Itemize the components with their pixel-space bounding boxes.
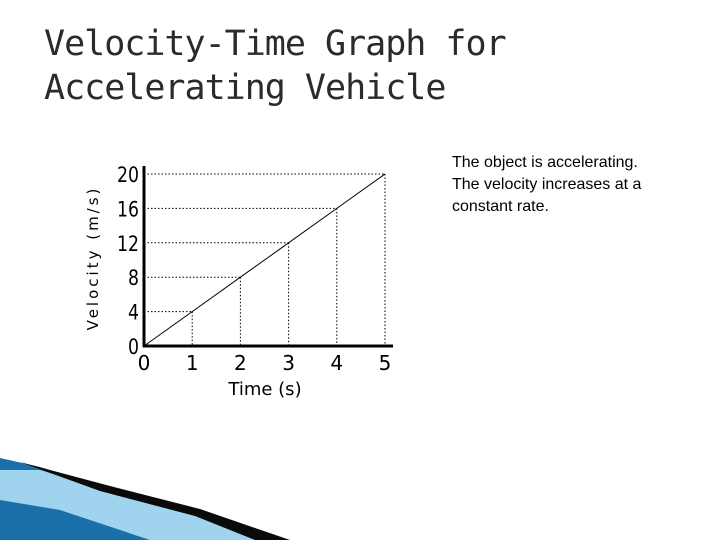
guide-lines	[144, 173, 386, 346]
x-tick-labels: 0 1 2 3 4 5	[138, 351, 392, 375]
swoosh-light-band	[0, 470, 255, 540]
x-axis-label: Time (s)	[227, 379, 301, 400]
x-tick-label: 2	[234, 351, 247, 375]
y-tick-label: 0	[128, 335, 139, 359]
y-tick-label: 8	[128, 266, 139, 290]
y-tick-labels: 0 4 8 12 16 20	[117, 163, 139, 359]
y-tick-label: 16	[117, 197, 139, 221]
series-line	[143, 173, 386, 347]
swoosh-black-band	[20, 462, 290, 540]
y-tick-label: 20	[117, 163, 139, 187]
x-tick-label: 5	[379, 351, 392, 375]
explanation-text: The object is accelerating. The velocity…	[452, 154, 642, 215]
y-axis-label: Velocity (m/s)	[84, 186, 102, 331]
y-tick-label: 4	[128, 301, 139, 325]
y-tick-label: 12	[117, 232, 139, 256]
x-tick-label: 1	[186, 351, 199, 375]
x-tick-label: 3	[282, 351, 295, 375]
x-tick-label: 4	[330, 351, 343, 375]
x-tick-label: 0	[138, 351, 151, 375]
slide-title: Velocity-Time Graph for Accelerating Veh…	[44, 24, 507, 108]
